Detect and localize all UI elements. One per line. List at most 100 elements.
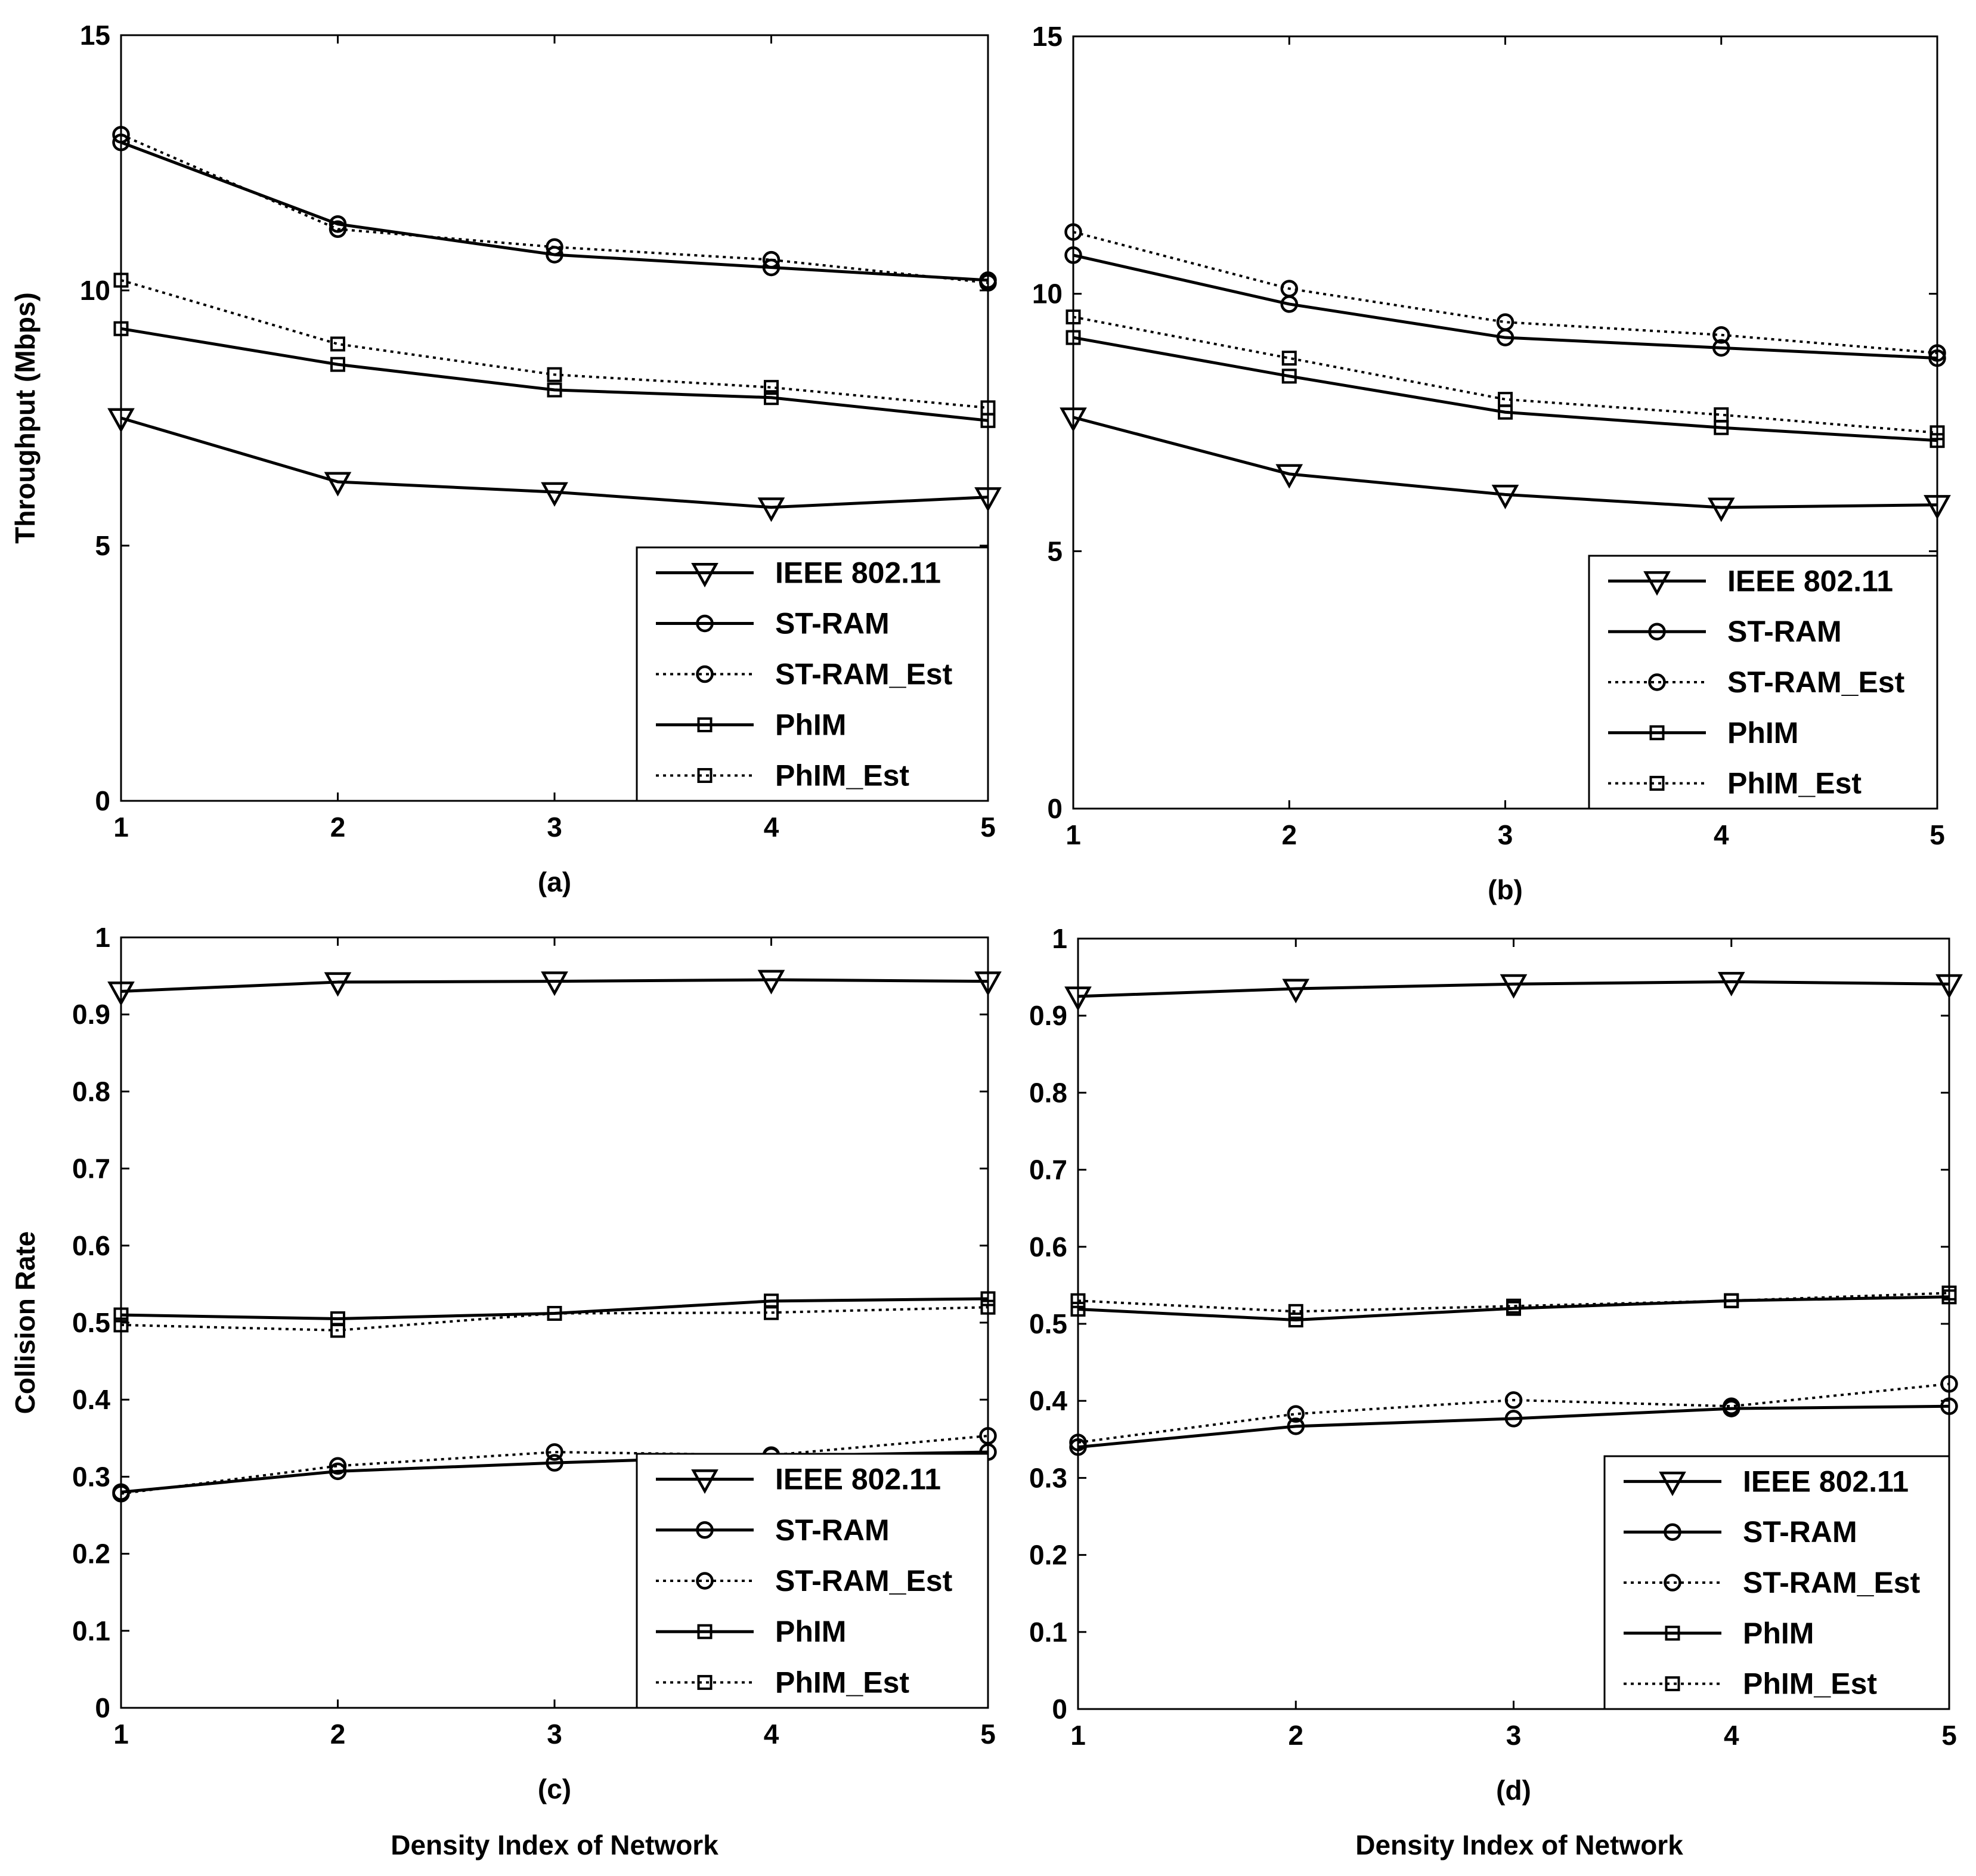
panel-b-series-st-ram-est-point [1712,326,1730,344]
panel-b-legend-ieee-802-11-marker [1643,571,1671,596]
panel-d-panel-label: (d) [1496,1775,1531,1806]
panel-d-series-st-ram-est-point [1940,1375,1958,1393]
panel-d-series-st-ram-est-point [1069,1434,1087,1451]
panel-b-legend-st-ram-label: ST-RAM [1727,615,1842,648]
panel-c-legend-st-ram-est-label: ST-RAM_Est [775,1564,953,1598]
panel-a-legend-phim-est-label: PhIM_Est [775,759,909,792]
panel-b-series-st-ram-point [1928,349,1946,367]
panel-b-series-phim-est-line [1073,315,1938,434]
panel-b-series-phim-est-point [1066,309,1081,325]
panel-c-legend-box [636,1453,989,1709]
panel-c-series-phim-point [113,1307,129,1323]
panel-b-series-phim-point [1929,433,1945,448]
panel-c-y-tick-label: 0.7 [72,1153,110,1184]
panel-d-y-tick-label: 0.2 [1029,1540,1067,1571]
panel-b-series-ieee-802-11-line [1073,416,1938,509]
x-axis-label-right: Density Index of Network [1355,1829,1683,1860]
panel-c-panel-label: (c) [538,1773,571,1804]
panel-b-panel-label: (b) [1488,874,1523,905]
panel-a-series-ieee-802-11-point [107,408,135,433]
panel-d-legend-phim-est-marker [1665,1676,1680,1692]
panel-a-legend-st-ram-label: ST-RAM [775,607,890,640]
panel-d-x-tick-label: 3 [1506,1720,1522,1751]
panel-d-series-st-ram-est-point [1723,1397,1740,1415]
panel-c-legend: IEEE 802.11 ST-RAM ST-RAM_Est PhIM PhIM_Est [636,1453,989,1709]
panel-d-legend-st-ram-marker [1664,1523,1681,1541]
panel-a-series-phim-point [330,357,345,372]
panel-a-series-ieee-802-11-point [974,487,1002,512]
panel-c-series-ieee-802-11-line [120,978,989,993]
panel-c-legend-ieee-802-11-marker [691,1469,718,1494]
panel-a-legend-phim-marker [697,717,713,732]
panel-b-legend-st-ram-est-marker [1648,673,1666,691]
panel-c-y-tick-label: 0.3 [72,1461,110,1492]
panel-a-series-phim-point [764,390,779,405]
panel-d-x-tick-label: 2 [1288,1720,1303,1751]
panel-b-x-tick-label: 4 [1714,819,1729,850]
panel-d-series-phim-est-point [1070,1293,1086,1308]
panel-d-series-phim-est-point [1288,1304,1303,1319]
panel-a-series-phim-est-point [113,273,129,288]
panel-b-legend-phim-label: PhIM [1727,716,1798,750]
panel-d-legend-phim-est-label: PhIM_Est [1743,1667,1877,1701]
panel-d-y-tick-label: 0.3 [1029,1462,1067,1493]
panel-b-legend-st-ram-est-label: ST-RAM_Est [1727,665,1905,699]
panel-a-y-tick-label: 10 [80,275,110,306]
panel-a-series-st-ram-line [120,141,989,282]
panel-b-series-phim-est-point [1498,392,1513,407]
panel-c-series-st-ram-est-point [329,1457,347,1475]
panel-a-x-tick-label: 3 [547,812,562,843]
panel-b-series-phim-est-point [1281,351,1297,366]
panel-d-y-tick-label: 0.4 [1029,1385,1067,1416]
panel-c-x-tick-label: 5 [980,1719,996,1750]
panel-a-series-st-ram-est-point [329,220,347,239]
panel-b-y-tick-label: 5 [1047,535,1063,566]
panel-b-series-st-ram-est-point [1496,313,1514,331]
panel-c-y-tick-label: 0.9 [72,999,110,1030]
panel-b-legend-ieee-802-11-label: IEEE 802.11 [1727,564,1893,598]
panel-a-x-tick-label: 1 [113,812,129,843]
panel-c-series-st-ram-est-line [120,1434,989,1495]
panel-a-y-tick-label: 0 [95,785,110,816]
panel-d-y-tick-label: 0.7 [1029,1154,1067,1185]
panel-d-series-phim-est-point [1506,1298,1521,1314]
panel-c-series-ieee-802-11-point [974,971,1002,996]
panel-b-y-tick-label: 0 [1047,793,1063,824]
panel-b-legend-phim-marker [1649,725,1665,741]
panel-c-y-axis-label: Collision Rate [10,1231,41,1414]
panel-d-y-tick-label: 0 [1052,1694,1067,1725]
panel-b-series-ieee-802-11-point [1707,497,1735,522]
panel-d-chart: 1 2 3 4 5 0 0.1 0.2 0.3 0.4 0.5 0.6 0.7 0.8 0.9 1 (d) IEE… [1029,923,1963,1806]
panel-b-series-phim-line [1073,336,1938,442]
panel-c-series-phim-point [980,1291,996,1307]
panel-a-series-st-ram-point [546,246,563,264]
x-axis-label-left: Density Index of Network [391,1829,718,1860]
panel-d-series-phim-point [1070,1301,1086,1317]
panel-b-legend-phim-est-marker [1649,776,1665,791]
panel-a-legend-phim-label: PhIM [775,708,846,742]
panel-b-legend-box [1588,555,1938,810]
panel-c-series-st-ram-est-point [546,1443,563,1461]
panel-d-series-phim-est-line [1077,1292,1950,1313]
panel-d-x-tick-label: 5 [1941,1720,1957,1751]
panel-a-series-phim-point [547,382,562,398]
panel-c-legend-phim-est-marker [697,1674,713,1690]
panel-b-series-st-ram-est-point [1064,223,1082,241]
panel-d-series-ieee-802-11-point [1717,971,1745,996]
panel-b-series-ieee-802-11-point [1275,464,1303,489]
panel-a-series-st-ram-est-point [762,250,781,269]
panel-c-y-tick-label: 0.8 [72,1076,110,1107]
panel-b-series-phim-point [1066,330,1081,345]
panel-d-series-phim-est-point [1724,1293,1739,1308]
panel-a-legend-st-ram-est-label: ST-RAM_Est [775,658,953,691]
panel-a-series-st-ram-point [329,215,347,233]
panel-d-legend-ieee-802-11-label: IEEE 802.11 [1743,1465,1909,1498]
panel-c-legend-phim-est-label: PhIM_Est [775,1666,909,1699]
panel-d-series-ieee-802-11-point [1935,974,1963,999]
panel-a-legend-st-ram-est-marker [696,665,714,683]
panel-b-series-st-ram-est-point [1280,280,1298,298]
panel-c-y-tick-label: 0.5 [72,1307,110,1338]
panel-c-y-tick-label: 0.4 [72,1384,110,1415]
panel-a-legend: IEEE 802.11 ST-RAM ST-RAM_Est PhIM PhIM_Est [636,546,989,802]
panel-b-series-phim-est-point [1714,407,1729,423]
